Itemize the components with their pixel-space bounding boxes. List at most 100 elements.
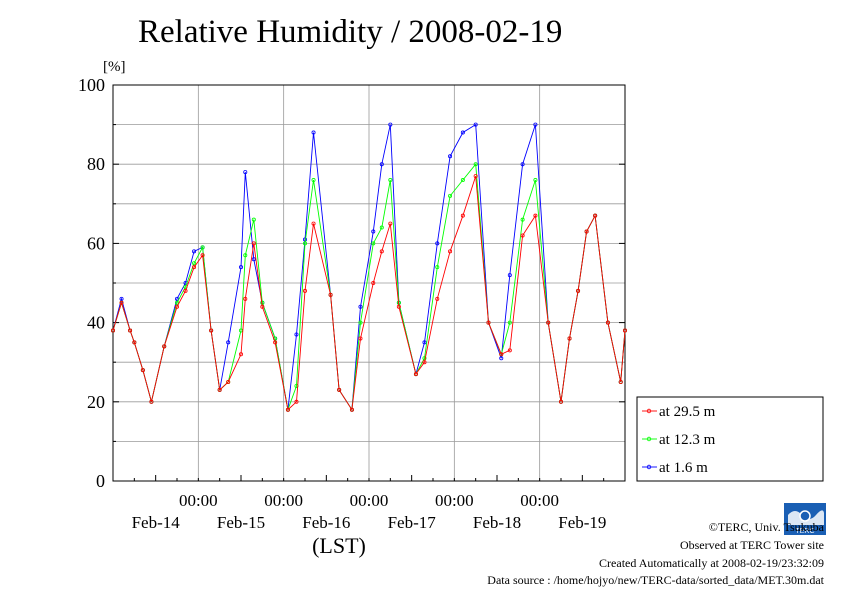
data-point (507, 320, 512, 325)
created-text: Created Automatically at 2008-02-19/23:3… (599, 556, 824, 570)
data-point (584, 229, 589, 234)
data-point (623, 328, 628, 333)
data-point (533, 122, 538, 127)
data-point (162, 344, 167, 349)
data-point (379, 249, 384, 254)
data-point (183, 288, 188, 293)
data-point (132, 340, 137, 345)
data-point (507, 273, 512, 278)
legend-label: at 29.5 m (659, 404, 716, 420)
x-tick-date-label: Feb-19 (558, 513, 606, 532)
legend-box (636, 396, 824, 482)
data-point (559, 399, 564, 404)
data-point (311, 130, 316, 135)
data-point (251, 217, 256, 222)
data-point (567, 336, 572, 341)
data-point (413, 372, 418, 377)
data-point (243, 170, 248, 175)
data-point (388, 122, 393, 127)
data-point (473, 174, 478, 179)
data-point (388, 221, 393, 226)
data-point (448, 154, 453, 159)
legend-swatch-marker (646, 464, 652, 470)
data-point (460, 213, 465, 218)
data-point (273, 340, 278, 345)
y-tick-label: 80 (87, 154, 105, 174)
y-tick-label: 60 (87, 233, 105, 253)
logo-text: TERC (795, 528, 814, 535)
data-point (243, 253, 248, 258)
legend-label: at 12.3 m (659, 432, 716, 448)
x-tick-time-label: 00:00 (179, 491, 218, 510)
data-point (358, 320, 363, 325)
x-tick-time-label: 00:00 (435, 491, 474, 510)
series-line (112, 175, 626, 411)
y-tick-label: 20 (87, 392, 105, 412)
data-point (473, 162, 478, 167)
x-axis-label: (LST) (312, 533, 366, 558)
data-point (460, 130, 465, 135)
data-point (520, 233, 525, 238)
data-point (311, 178, 316, 183)
data-point (473, 122, 478, 127)
data-point (448, 193, 453, 198)
data-point (226, 379, 231, 384)
x-tick-time-label: 00:00 (350, 491, 389, 510)
data-point (149, 399, 154, 404)
legend-swatch-marker (646, 408, 652, 414)
data-point (217, 387, 222, 392)
legend-label: at 1.6 m (659, 460, 708, 476)
y-axis-label: [%] (103, 59, 126, 75)
data-point (593, 213, 598, 218)
data-point (200, 253, 205, 258)
data-point (337, 387, 342, 392)
legend-swatch-marker (646, 436, 652, 442)
y-tick-label: 40 (87, 313, 105, 333)
data-point (294, 332, 299, 337)
x-tick-date-label: Feb-17 (388, 513, 437, 532)
data-point (533, 213, 538, 218)
data-point (243, 296, 248, 301)
data-point (371, 241, 376, 246)
data-point (111, 328, 116, 333)
data-point (546, 320, 551, 325)
data-point (396, 304, 401, 309)
x-tick-date-label: Feb-16 (302, 513, 350, 532)
data-point (140, 368, 145, 373)
data-point (302, 241, 307, 246)
data-point (311, 221, 316, 226)
data-point (251, 257, 256, 262)
data-point (379, 225, 384, 230)
x-tick-time-label: 00:00 (520, 491, 559, 510)
data-point (435, 241, 440, 246)
data-point (486, 320, 491, 325)
data-point (422, 356, 427, 361)
data-point (174, 300, 179, 305)
data-point (371, 229, 376, 234)
data-point (422, 340, 427, 345)
data-point (251, 241, 256, 246)
data-point (422, 360, 427, 365)
data-point (285, 407, 290, 412)
data-point (358, 336, 363, 341)
data-point (238, 265, 243, 270)
data-point (174, 304, 179, 309)
data-point (328, 292, 333, 297)
data-point (618, 379, 623, 384)
x-tick-time-label: 00:00 (264, 491, 303, 510)
data-point (448, 249, 453, 254)
x-tick-date-label: Feb-15 (217, 513, 265, 532)
chart-title: Relative Humidity / 2008-02-19 (138, 14, 563, 50)
data-point (379, 162, 384, 167)
data-point (507, 348, 512, 353)
source-text: Data source : /home/hojyo/new/TERC-data/… (487, 573, 824, 587)
x-tick-date-label: Feb-14 (132, 513, 181, 532)
terc-logo-icon: TERC (784, 503, 826, 535)
data-point (460, 178, 465, 183)
data-point (520, 162, 525, 167)
data-point (499, 356, 504, 361)
data-point (260, 304, 265, 309)
data-point (238, 352, 243, 357)
data-point (119, 300, 124, 305)
